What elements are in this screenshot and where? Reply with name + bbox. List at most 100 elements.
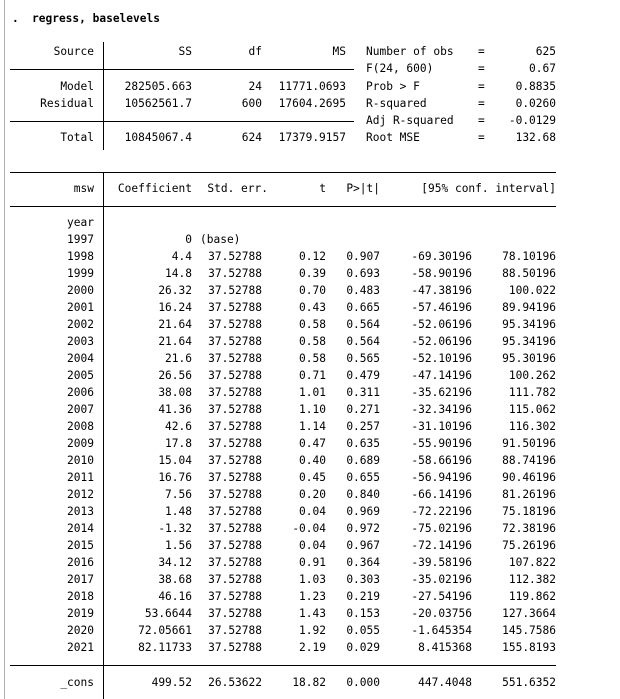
coef-row-label: 1998 [67, 250, 94, 263]
coef-row-coefficient: 14.8 [165, 267, 192, 280]
coef-row-label: 2000 [67, 284, 94, 297]
coef-row-t: 0.43 [299, 301, 326, 314]
coef-row-ci-upper: 115.062 [508, 403, 556, 416]
coef-divider [103, 172, 104, 699]
coef-row-label: 2005 [67, 369, 94, 382]
coef-row-p: 0.907 [346, 250, 380, 263]
coef-row-label: 2019 [67, 607, 94, 620]
coef-row-p: 0.257 [346, 420, 380, 433]
coef-row-coefficient: 1.56 [165, 539, 192, 552]
coef-row-ci-lower: -47.14196 [411, 369, 472, 382]
coef-row-ci-upper: 91.50196 [502, 437, 556, 450]
coef-row-label: 2016 [67, 556, 94, 569]
anova-row-ms: 17379.9157 [278, 131, 346, 144]
fit-stat-value: -0.0129 [508, 114, 556, 127]
coef-row-ci-lower: -72.14196 [411, 539, 472, 552]
coef-row-p: 0.564 [346, 335, 380, 348]
anova-header-ms: MS [332, 45, 346, 58]
coef-row-t: 0.70 [299, 284, 326, 297]
coef-row-label: 2010 [67, 454, 94, 467]
coef-row-t: 0.04 [299, 505, 326, 518]
coef-row-label: 2003 [67, 335, 94, 348]
coef-row-ci-upper: 89.94196 [502, 301, 556, 314]
coef-row-coefficient: 46.16 [158, 590, 192, 603]
coef-row-ci-lower: -39.58196 [411, 556, 472, 569]
coef-row-coefficient: 0 [185, 233, 192, 246]
coef-row-ci-lower: -27.54196 [411, 590, 472, 603]
coef-row-stderr: 37.52788 [208, 250, 262, 263]
coef-rule-header [10, 206, 556, 207]
coef-row-ci-upper: 95.34196 [502, 318, 556, 331]
coef-row-ci-upper: 100.022 [508, 284, 556, 297]
coef-row-p: 0.055 [346, 624, 380, 637]
coef-row-label: 2020 [67, 624, 94, 637]
coef-row-stderr: 37.52788 [208, 641, 262, 654]
coef-header-ci: [95% conf. interval] [421, 182, 556, 195]
coef-row-stderr: 37.52788 [208, 522, 262, 535]
coef-row-label: 2018 [67, 590, 94, 603]
coef-row-p: 0.693 [346, 267, 380, 280]
coef-header-p: P>|t| [346, 182, 380, 195]
coef-header-stderr: Std. err. [207, 182, 268, 195]
coef-row-stderr: 37.52788 [208, 607, 262, 620]
coef-row-p: 0.219 [346, 590, 380, 603]
coef-row-ci-lower: -31.10196 [411, 420, 472, 433]
anova-row-label: Total [60, 131, 94, 144]
coef-row-t: 1.14 [299, 420, 326, 433]
coef-row-ci-lower: -20.03756 [411, 607, 472, 620]
coef-row-ci-upper: 145.7586 [502, 624, 556, 637]
coef-row-ci-upper: 127.3664 [502, 607, 556, 620]
coef-row-p: 0.564 [346, 318, 380, 331]
coef-row-t: 0.71 [299, 369, 326, 382]
fit-stat-eq: = [478, 131, 485, 144]
fit-stat-eq: = [478, 45, 485, 58]
fit-stat-label: Adj R-squared [366, 114, 454, 127]
coef-rule-top [10, 172, 556, 173]
coef-row-t: 0.58 [299, 335, 326, 348]
coef-row-label: 2006 [67, 386, 94, 399]
coef-row-coefficient: 21.6 [165, 352, 192, 365]
coef-row-stderr: 37.52788 [208, 403, 262, 416]
coef-header-var: msw [73, 182, 94, 195]
coef-row-stderr: 37.52788 [208, 539, 262, 552]
command-text: regress, baselevels [32, 12, 160, 25]
coef-row-ci-lower: -1.645354 [411, 624, 472, 637]
coef-row-stderr: 37.52788 [208, 454, 262, 467]
coef-row-ci-lower: -32.34196 [411, 403, 472, 416]
coef-row-t: -0.04 [292, 522, 326, 535]
coef-row-ci-upper: 107.822 [508, 556, 556, 569]
anova-header-df: df [248, 45, 262, 58]
coef-row-ci-upper: 88.74196 [502, 454, 556, 467]
coef-row-t: 1.01 [299, 386, 326, 399]
coef-row-stderr: 37.52788 [208, 386, 262, 399]
fit-stat-label: Number of obs [366, 45, 454, 58]
coef-row-coefficient: 34.12 [158, 556, 192, 569]
coef-row-ci-lower: -35.02196 [411, 573, 472, 586]
coef-row-ci-lower: -57.46196 [411, 301, 472, 314]
coef-row-t: 0.40 [299, 454, 326, 467]
cons-p: 0.000 [346, 676, 380, 689]
cons-coefficient: 499.52 [151, 676, 192, 689]
coef-row-coefficient: 42.6 [165, 420, 192, 433]
coef-row-p: 0.153 [346, 607, 380, 620]
coef-row-t: 0.91 [299, 556, 326, 569]
coef-row-stderr: 37.52788 [208, 301, 262, 314]
coef-row-t: 0.12 [299, 250, 326, 263]
coef-row-p: 0.665 [346, 301, 380, 314]
coef-row-ci-lower: -58.66196 [411, 454, 472, 467]
anova-header-ss: SS [178, 45, 192, 58]
coef-row-p: 0.840 [346, 488, 380, 501]
coef-row-stderr: 37.52788 [208, 624, 262, 637]
coef-row-ci-lower: -58.90196 [411, 267, 472, 280]
coef-header-t: t [319, 182, 326, 195]
anova-rule-bottom [10, 121, 354, 122]
anova-header-source: Source [53, 45, 94, 58]
anova-row-ss: 10562561.7 [124, 97, 192, 110]
coef-row-label: 1997 [67, 233, 94, 246]
coef-row-p: 0.967 [346, 539, 380, 552]
coef-row-stderr: 37.52788 [208, 335, 262, 348]
anova-row-df: 624 [241, 131, 262, 144]
coef-row-ci-upper: 95.34196 [502, 335, 556, 348]
coef-row-label: 2017 [67, 573, 94, 586]
coef-row-label: 2002 [67, 318, 94, 331]
